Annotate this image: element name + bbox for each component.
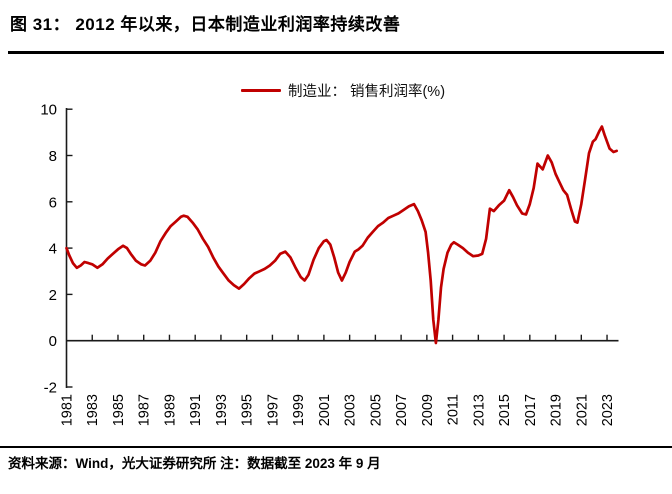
y-tick-label: 0 xyxy=(49,333,57,350)
x-tick-label: 2009 xyxy=(420,394,436,426)
x-tick-label: 2005 xyxy=(368,394,384,426)
x-tick-label: 1995 xyxy=(240,394,256,426)
x-tick-label: 2015 xyxy=(497,394,513,426)
y-tick-label: 10 xyxy=(40,102,57,119)
x-tick-label: 2021 xyxy=(574,394,590,426)
y-tick-label: 8 xyxy=(49,148,57,165)
x-tick-label: 1981 xyxy=(60,394,76,426)
x-tick-label: 1987 xyxy=(137,394,153,426)
x-tick-label: 1985 xyxy=(111,394,127,426)
chart-legend: 制造业： 销售利润率(%) xyxy=(67,80,619,100)
y-tick-label: 6 xyxy=(49,194,57,211)
figure-title: 图 31： 2012 年以来，日本制造业利润率持续改善 xyxy=(10,15,401,34)
x-tick-label: 2019 xyxy=(549,394,565,426)
source-note: 资料来源：Wind，光大证券研究所 注：数据截至 2023 年 9 月 xyxy=(8,456,381,471)
x-tick-label: 1991 xyxy=(188,394,204,426)
series-line-manufacturing-margin xyxy=(65,125,619,345)
x-tick-label: 2013 xyxy=(471,394,487,426)
footer-divider xyxy=(0,446,672,448)
x-tick-label: 2011 xyxy=(446,394,462,425)
x-tick-label: 1993 xyxy=(214,394,230,426)
x-tick-label: 2017 xyxy=(523,394,539,426)
y-tick-label: 2 xyxy=(49,287,57,304)
legend-series-label: 制造业： 销售利润率(%) xyxy=(287,83,446,100)
x-tick-label: 2007 xyxy=(394,394,410,426)
x-tick-label: 2001 xyxy=(317,394,333,426)
y-tick-label: 4 xyxy=(49,241,57,258)
x-tick-label: 1989 xyxy=(162,394,178,426)
y-tick-label: -2 xyxy=(44,380,57,397)
x-tick-label: 1983 xyxy=(85,394,101,426)
x-tick-label: 1997 xyxy=(265,394,281,426)
x-tick-label: 1999 xyxy=(291,394,307,426)
title-divider xyxy=(8,51,664,54)
x-tick-label: 2023 xyxy=(600,394,616,426)
legend-line-swatch xyxy=(240,88,281,92)
x-tick-label: 2003 xyxy=(343,394,359,426)
